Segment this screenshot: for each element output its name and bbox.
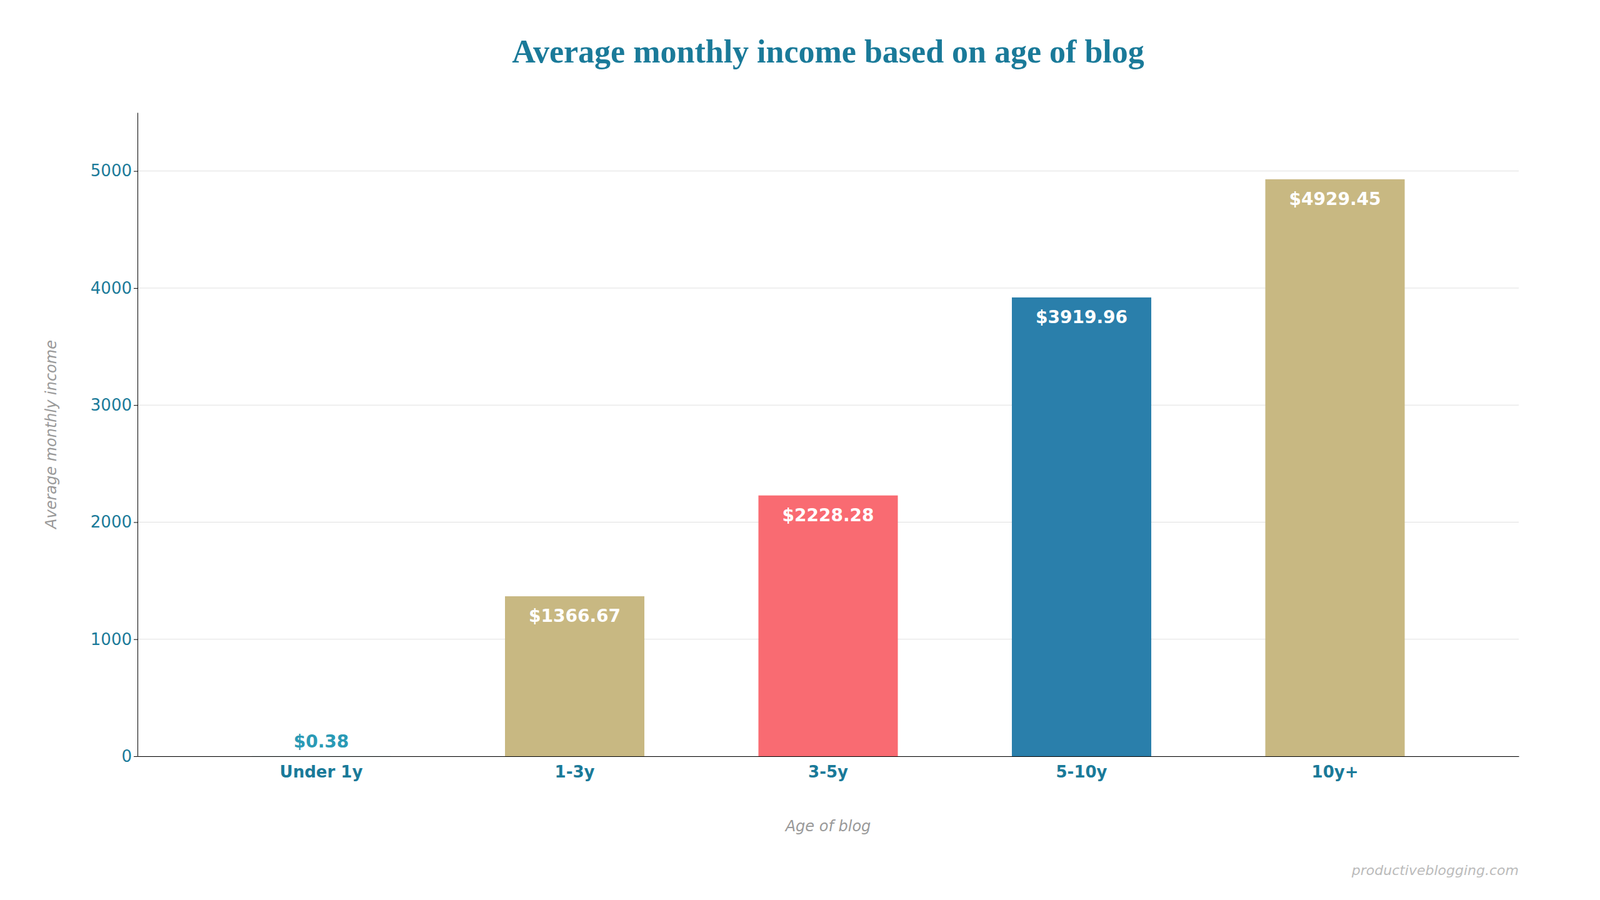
bar — [758, 495, 898, 757]
x-tick: 3-5y — [808, 762, 849, 782]
x-tick-label: Under 1y — [280, 762, 364, 782]
y-tick: 0 — [121, 746, 138, 766]
data-label: $4929.45 — [1289, 188, 1382, 210]
data-labels: $0.38 $1366.67 $2228.28 $3919.96 $4929.45 — [293, 188, 1382, 752]
data-label: $0.38 — [293, 731, 350, 752]
y-tick-label: 0 — [121, 746, 132, 766]
y-axis-line — [137, 113, 139, 757]
y-tick: 1000 — [90, 630, 138, 649]
y-tick-mark — [133, 521, 138, 523]
y-tick-label: 1000 — [90, 630, 132, 649]
y-tick-mark — [133, 405, 138, 406]
chart: 0 1000 2000 3000 4000 5000 Under 1y 1-3y 3-5y 5-1… — [0, 0, 1600, 900]
y-tick-mark — [133, 639, 138, 640]
plot: 0 1000 2000 3000 4000 5000 Under 1y 1-3y 3-5y 5-1… — [90, 113, 1520, 782]
x-axis: Under 1y 1-3y 3-5y 5-10y 10y+ — [138, 756, 1520, 782]
bar — [1011, 297, 1152, 757]
y-tick-mark — [133, 756, 138, 757]
watermark: productiveblogging.com — [1351, 862, 1519, 879]
x-tick-label: 3-5y — [808, 762, 849, 782]
x-axis-line — [138, 756, 1520, 757]
y-tick: 4000 — [90, 278, 138, 298]
bars — [251, 179, 1405, 757]
x-tick: 1-3y — [555, 762, 595, 782]
x-axis-title: Age of blog — [784, 817, 872, 835]
y-tick-label: 5000 — [90, 161, 132, 180]
bar — [505, 596, 645, 757]
y-axis-title: Average monthly income — [42, 340, 60, 530]
data-label: $1366.67 — [528, 605, 621, 627]
data-label: $3919.96 — [1035, 306, 1128, 328]
y-tick: 2000 — [90, 512, 138, 532]
y-axis: 0 1000 2000 3000 4000 5000 — [90, 113, 139, 766]
y-tick: 5000 — [90, 161, 138, 180]
y-tick-mark — [133, 171, 138, 172]
x-tick-label: 5-10y — [1055, 762, 1107, 782]
grid-line — [137, 170, 1519, 172]
x-tick-label: 1-3y — [555, 762, 595, 782]
y-tick-label: 4000 — [90, 278, 132, 298]
x-tick: 10y+ — [1311, 762, 1359, 782]
data-label: $2228.28 — [781, 505, 874, 526]
grid — [137, 171, 1519, 757]
bar — [1265, 179, 1405, 757]
y-tick: 3000 — [90, 395, 138, 415]
y-tick-label: 3000 — [90, 395, 132, 415]
x-tick: Under 1y — [280, 762, 364, 782]
x-tick-label: 10y+ — [1311, 762, 1359, 782]
y-tick-label: 2000 — [90, 512, 132, 532]
y-tick-mark — [133, 288, 138, 289]
bar — [251, 755, 391, 757]
x-tick: 5-10y — [1055, 762, 1107, 782]
title: Average monthly income based on age of b… — [511, 33, 1145, 70]
